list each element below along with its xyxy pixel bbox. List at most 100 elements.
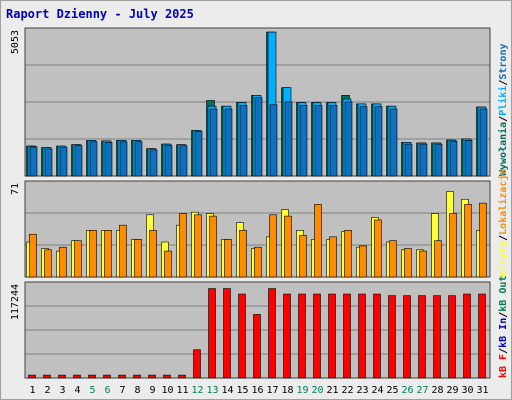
legend-item-bottom-1: kB In: [498, 318, 509, 348]
x-label-day-8: 8: [134, 385, 140, 396]
x-label-day-10: 10: [161, 385, 173, 396]
bar-sites-day-13: [209, 215, 217, 278]
x-label-day-11: 11: [176, 385, 188, 396]
x-label-day-24: 24: [371, 385, 383, 396]
x-label-day-29: 29: [446, 385, 458, 396]
bar-sites-day-21: [329, 236, 337, 278]
bar-kbytes-day-23: [358, 293, 366, 379]
bar-pages-day-31: [479, 108, 488, 177]
bar-kbytes-day-31: [478, 293, 486, 379]
bar-sites-day-19: [299, 235, 307, 278]
bar-kbytes-day-12: [193, 349, 201, 379]
bar-sites-day-4: [74, 240, 82, 278]
legend-item-middle-1: Lokalizacje: [497, 169, 509, 235]
x-label-day-19: 19: [296, 385, 308, 396]
bar-pages-day-12: [194, 131, 203, 177]
bar-kbytes-day-7: [118, 374, 126, 379]
bar-kbytes-day-6: [103, 374, 111, 379]
bar-kbytes-day-14: [223, 288, 231, 379]
bar-kbytes-day-8: [133, 374, 141, 379]
bar-kbytes-day-25: [388, 295, 396, 379]
bar-pages-day-11: [179, 145, 188, 177]
bar-pages-day-3: [59, 147, 68, 177]
bar-kbytes-day-11: [178, 374, 186, 379]
bar-kbytes-day-15: [238, 293, 246, 379]
x-label-day-17: 17: [266, 385, 278, 396]
x-label-day-13: 13: [206, 385, 218, 396]
bar-pages-day-7: [119, 141, 128, 177]
x-label-day-12: 12: [191, 385, 203, 396]
x-label-day-15: 15: [236, 385, 248, 396]
bar-sites-day-14: [224, 239, 232, 278]
bar-pages-day-8: [134, 141, 143, 177]
bar-sites-day-1: [29, 233, 37, 278]
bar-kbytes-day-4: [73, 374, 81, 379]
bar-pages-day-1: [29, 146, 38, 177]
x-label-day-1: 1: [29, 385, 35, 396]
bar-sites-day-20: [314, 204, 322, 278]
bar-pages-day-26: [404, 143, 413, 177]
bar-sites-day-17: [269, 214, 277, 278]
bar-pages-day-6: [104, 142, 113, 177]
x-label-day-16: 16: [251, 385, 263, 396]
legend-separator: /: [498, 235, 509, 241]
bar-kbytes-day-18: [283, 293, 291, 379]
bar-sites-day-23: [359, 245, 367, 278]
bar-sites-day-29: [449, 213, 457, 278]
bar-pages-day-14: [224, 108, 233, 177]
bar-sites-day-27: [419, 250, 427, 278]
bar-kbytes-day-28: [433, 295, 441, 379]
bar-pages-day-18: [284, 101, 293, 177]
bar-pages-day-25: [389, 108, 398, 177]
x-label-day-28: 28: [431, 385, 443, 396]
legend-item-top-0: Wywołania: [497, 122, 509, 176]
bar-kbytes-day-13: [208, 288, 216, 379]
legend-separator: /: [498, 312, 509, 318]
bar-sites-day-15: [239, 230, 247, 278]
bar-kbytes-day-22: [343, 293, 351, 379]
bar-kbytes-day-27: [418, 295, 426, 379]
bar-sites-day-2: [44, 249, 52, 278]
bar-pages-day-2: [44, 148, 53, 177]
x-label-day-4: 4: [74, 385, 80, 396]
y-max-label-bottom: 117244: [10, 284, 21, 320]
x-label-day-23: 23: [356, 385, 368, 396]
bar-kbytes-day-3: [58, 374, 66, 379]
bar-pages-day-10: [164, 144, 173, 177]
bar-kbytes-day-30: [463, 293, 471, 379]
x-label-day-22: 22: [341, 385, 353, 396]
bar-pages-day-19: [299, 105, 308, 177]
x-label-day-21: 21: [326, 385, 338, 396]
x-label-day-3: 3: [59, 385, 65, 396]
bar-sites-day-11: [179, 213, 187, 278]
bar-pages-day-16: [254, 97, 263, 177]
x-label-day-31: 31: [476, 385, 488, 396]
bar-pages-day-17: [269, 104, 278, 177]
bar-pages-day-22: [344, 101, 353, 177]
legend-middle: Wizyty/Lokalizacje: [497, 169, 509, 277]
bar-kbytes-day-29: [448, 295, 456, 379]
bar-pages-day-24: [374, 106, 383, 177]
bar-pages-day-9: [149, 149, 158, 177]
bar-sites-day-5: [89, 230, 97, 278]
x-label-day-2: 2: [44, 385, 50, 396]
bar-sites-day-31: [479, 202, 487, 278]
bar-kbytes-day-1: [28, 374, 36, 379]
bar-pages-day-15: [239, 105, 248, 177]
bar-sites-day-16: [254, 246, 262, 278]
legend-item-bottom-0: kB F: [498, 354, 509, 378]
bar-kbytes-day-9: [148, 374, 156, 379]
y-max-label-middle: 71: [10, 183, 21, 195]
bar-pages-day-30: [464, 140, 473, 177]
bar-pages-day-29: [449, 140, 458, 177]
bar-kbytes-day-2: [43, 374, 51, 379]
bar-pages-day-5: [89, 141, 98, 177]
bar-kbytes-day-21: [328, 293, 336, 379]
bar-sites-day-28: [434, 240, 442, 278]
legend-top: Wywołania/Pliki/Strony: [497, 44, 509, 176]
bar-sites-day-6: [104, 230, 112, 278]
bar-kbytes-day-26: [403, 295, 411, 379]
